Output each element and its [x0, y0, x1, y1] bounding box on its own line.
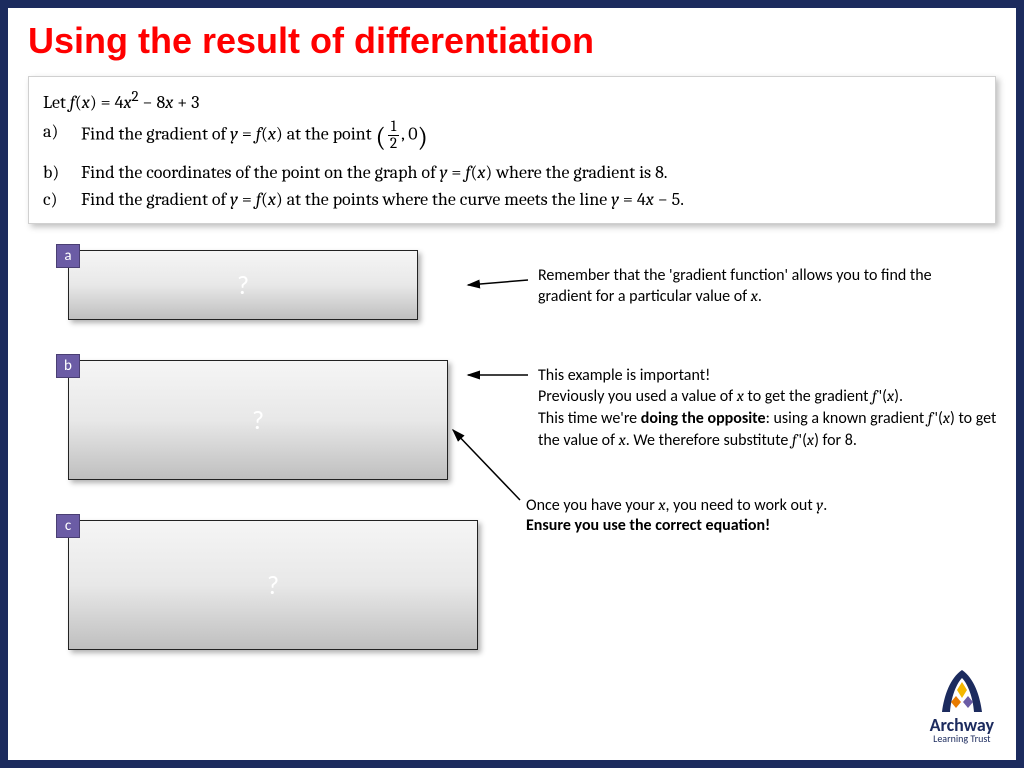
page-title: Using the result of differentiation [28, 20, 996, 62]
question-item-label: c) [43, 186, 81, 213]
logo-text-sub: Learning Trust [930, 734, 994, 744]
answer-box[interactable]: ? [68, 250, 418, 320]
answer-a: ?a [68, 250, 418, 320]
answer-box[interactable]: ? [68, 520, 478, 650]
question-box: Let f(x) = 4x2 − 8x + 3 a)Find the gradi… [28, 76, 996, 224]
question-item-label: a) [43, 118, 81, 159]
question-item: a)Find the gradient of y = f(x) at the p… [43, 118, 981, 159]
arrow [453, 430, 520, 500]
answer-box[interactable]: ? [68, 360, 448, 480]
answer-c: ?c [68, 520, 478, 650]
answer-tag: c [56, 514, 80, 538]
question-item: c)Find the gradient of y = f(x) at the p… [43, 186, 981, 213]
note-b: This example is important!Previously you… [538, 366, 998, 452]
question-item-text: Find the coordinates of the point on the… [81, 159, 981, 186]
answer-tag: a [56, 244, 80, 268]
content-area: ?a?b?c Remember that the 'gradient funct… [28, 250, 996, 710]
question-item-text: Find the gradient of y = f(x) at the poi… [81, 186, 981, 213]
note-c: Once you have your x, you need to work o… [526, 495, 986, 538]
answer-b: ?b [68, 360, 448, 480]
let-expression: f(x) = 4x2 − 8x + 3 [70, 92, 200, 113]
arrow [468, 280, 528, 285]
question-item-label: b) [43, 159, 81, 186]
question-item: b)Find the coordinates of the point on t… [43, 159, 981, 186]
logo: Archway Learning Trust [930, 668, 994, 744]
question-item-text: Find the gradient of y = f(x) at the poi… [81, 118, 981, 159]
answer-tag: b [56, 354, 80, 378]
note-a: Remember that the 'gradient function' al… [538, 266, 958, 309]
question-let: Let f(x) = 4x2 − 8x + 3 [43, 85, 981, 116]
